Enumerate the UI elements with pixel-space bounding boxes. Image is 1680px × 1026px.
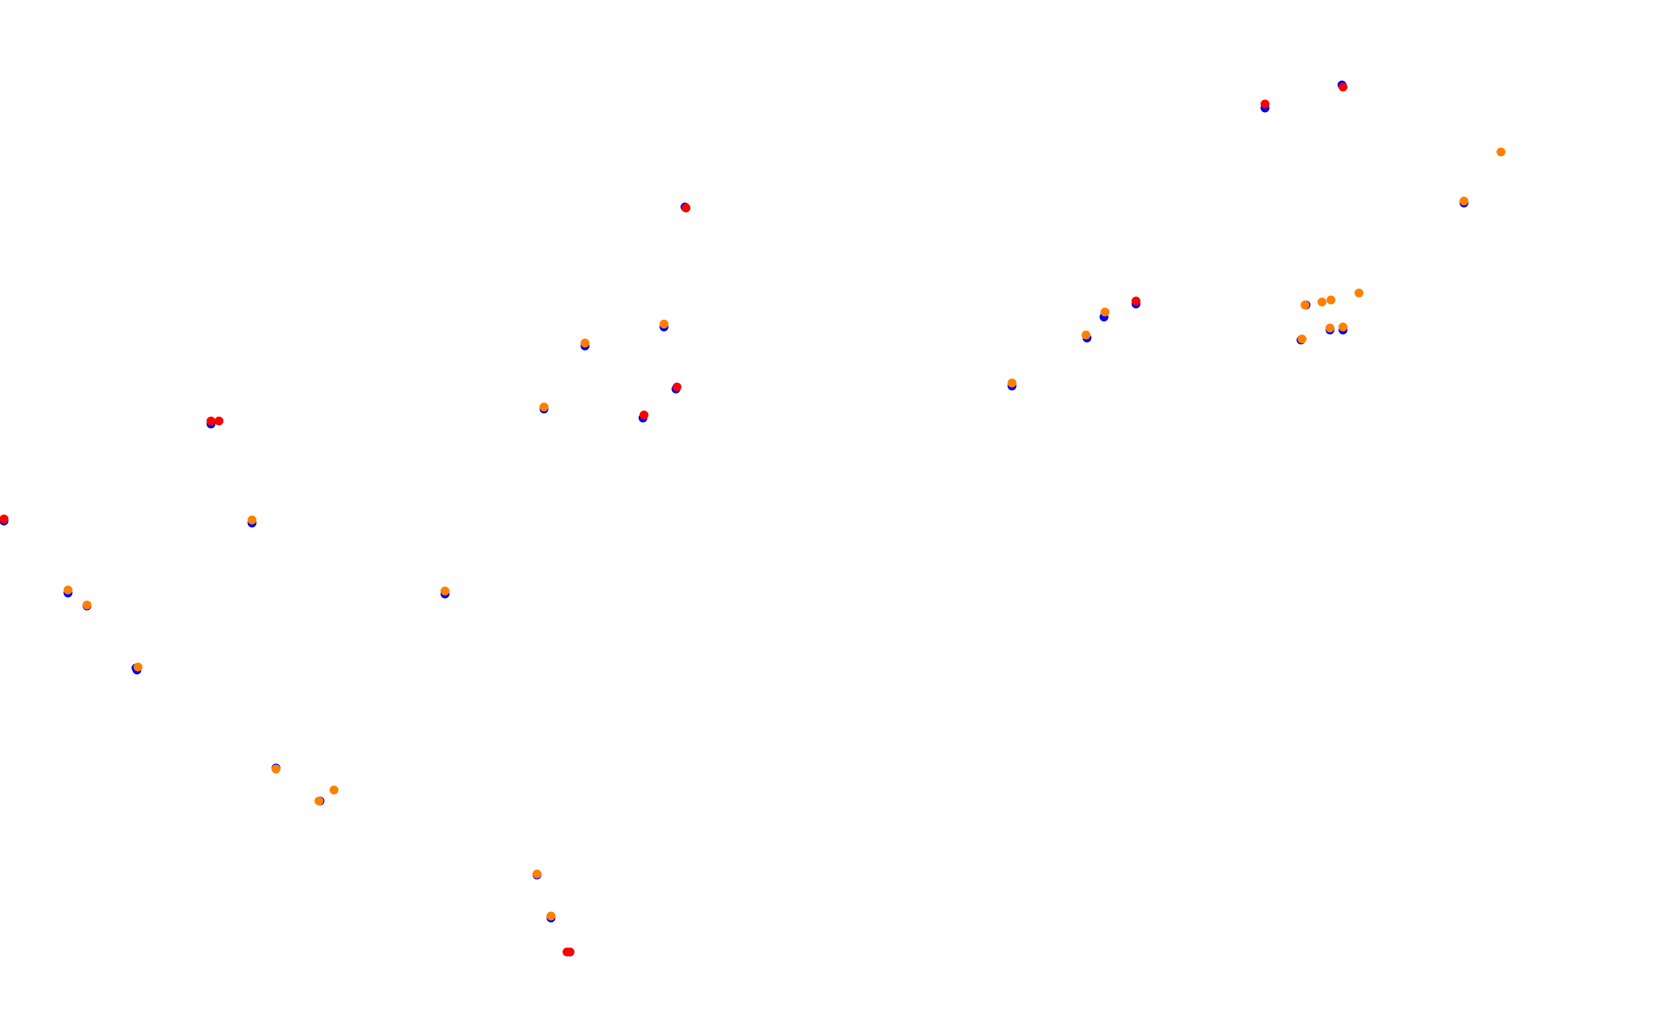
data-point <box>659 319 669 329</box>
data-point <box>206 416 216 426</box>
data-point <box>1325 323 1335 333</box>
data-point <box>1297 334 1307 344</box>
data-point <box>639 410 649 420</box>
series-2 <box>0 82 1348 957</box>
data-point <box>329 785 339 795</box>
data-point <box>1338 82 1348 92</box>
data-point <box>532 869 542 879</box>
data-point <box>1496 147 1506 157</box>
data-point <box>1317 297 1327 307</box>
data-point <box>440 586 450 596</box>
data-point <box>133 662 143 672</box>
data-point <box>271 764 281 774</box>
data-point <box>0 514 9 524</box>
data-point <box>247 515 257 525</box>
data-point <box>580 338 590 348</box>
data-point <box>546 911 556 921</box>
data-point <box>314 796 324 806</box>
points-layer <box>0 80 1506 957</box>
data-point <box>681 203 691 213</box>
data-point <box>1100 307 1110 317</box>
data-point <box>1354 288 1364 298</box>
data-point <box>1007 378 1017 388</box>
data-point <box>565 947 575 957</box>
data-point <box>214 416 224 426</box>
data-point <box>1326 295 1336 305</box>
data-point <box>1338 322 1348 332</box>
data-point <box>1459 196 1469 206</box>
data-point <box>1081 330 1091 340</box>
data-point <box>1131 296 1141 306</box>
data-point <box>63 585 73 595</box>
data-point <box>82 600 92 610</box>
data-point <box>1260 99 1270 109</box>
series-3 <box>63 147 1506 921</box>
data-point <box>1300 300 1310 310</box>
data-point <box>672 382 682 392</box>
data-point <box>539 402 549 412</box>
